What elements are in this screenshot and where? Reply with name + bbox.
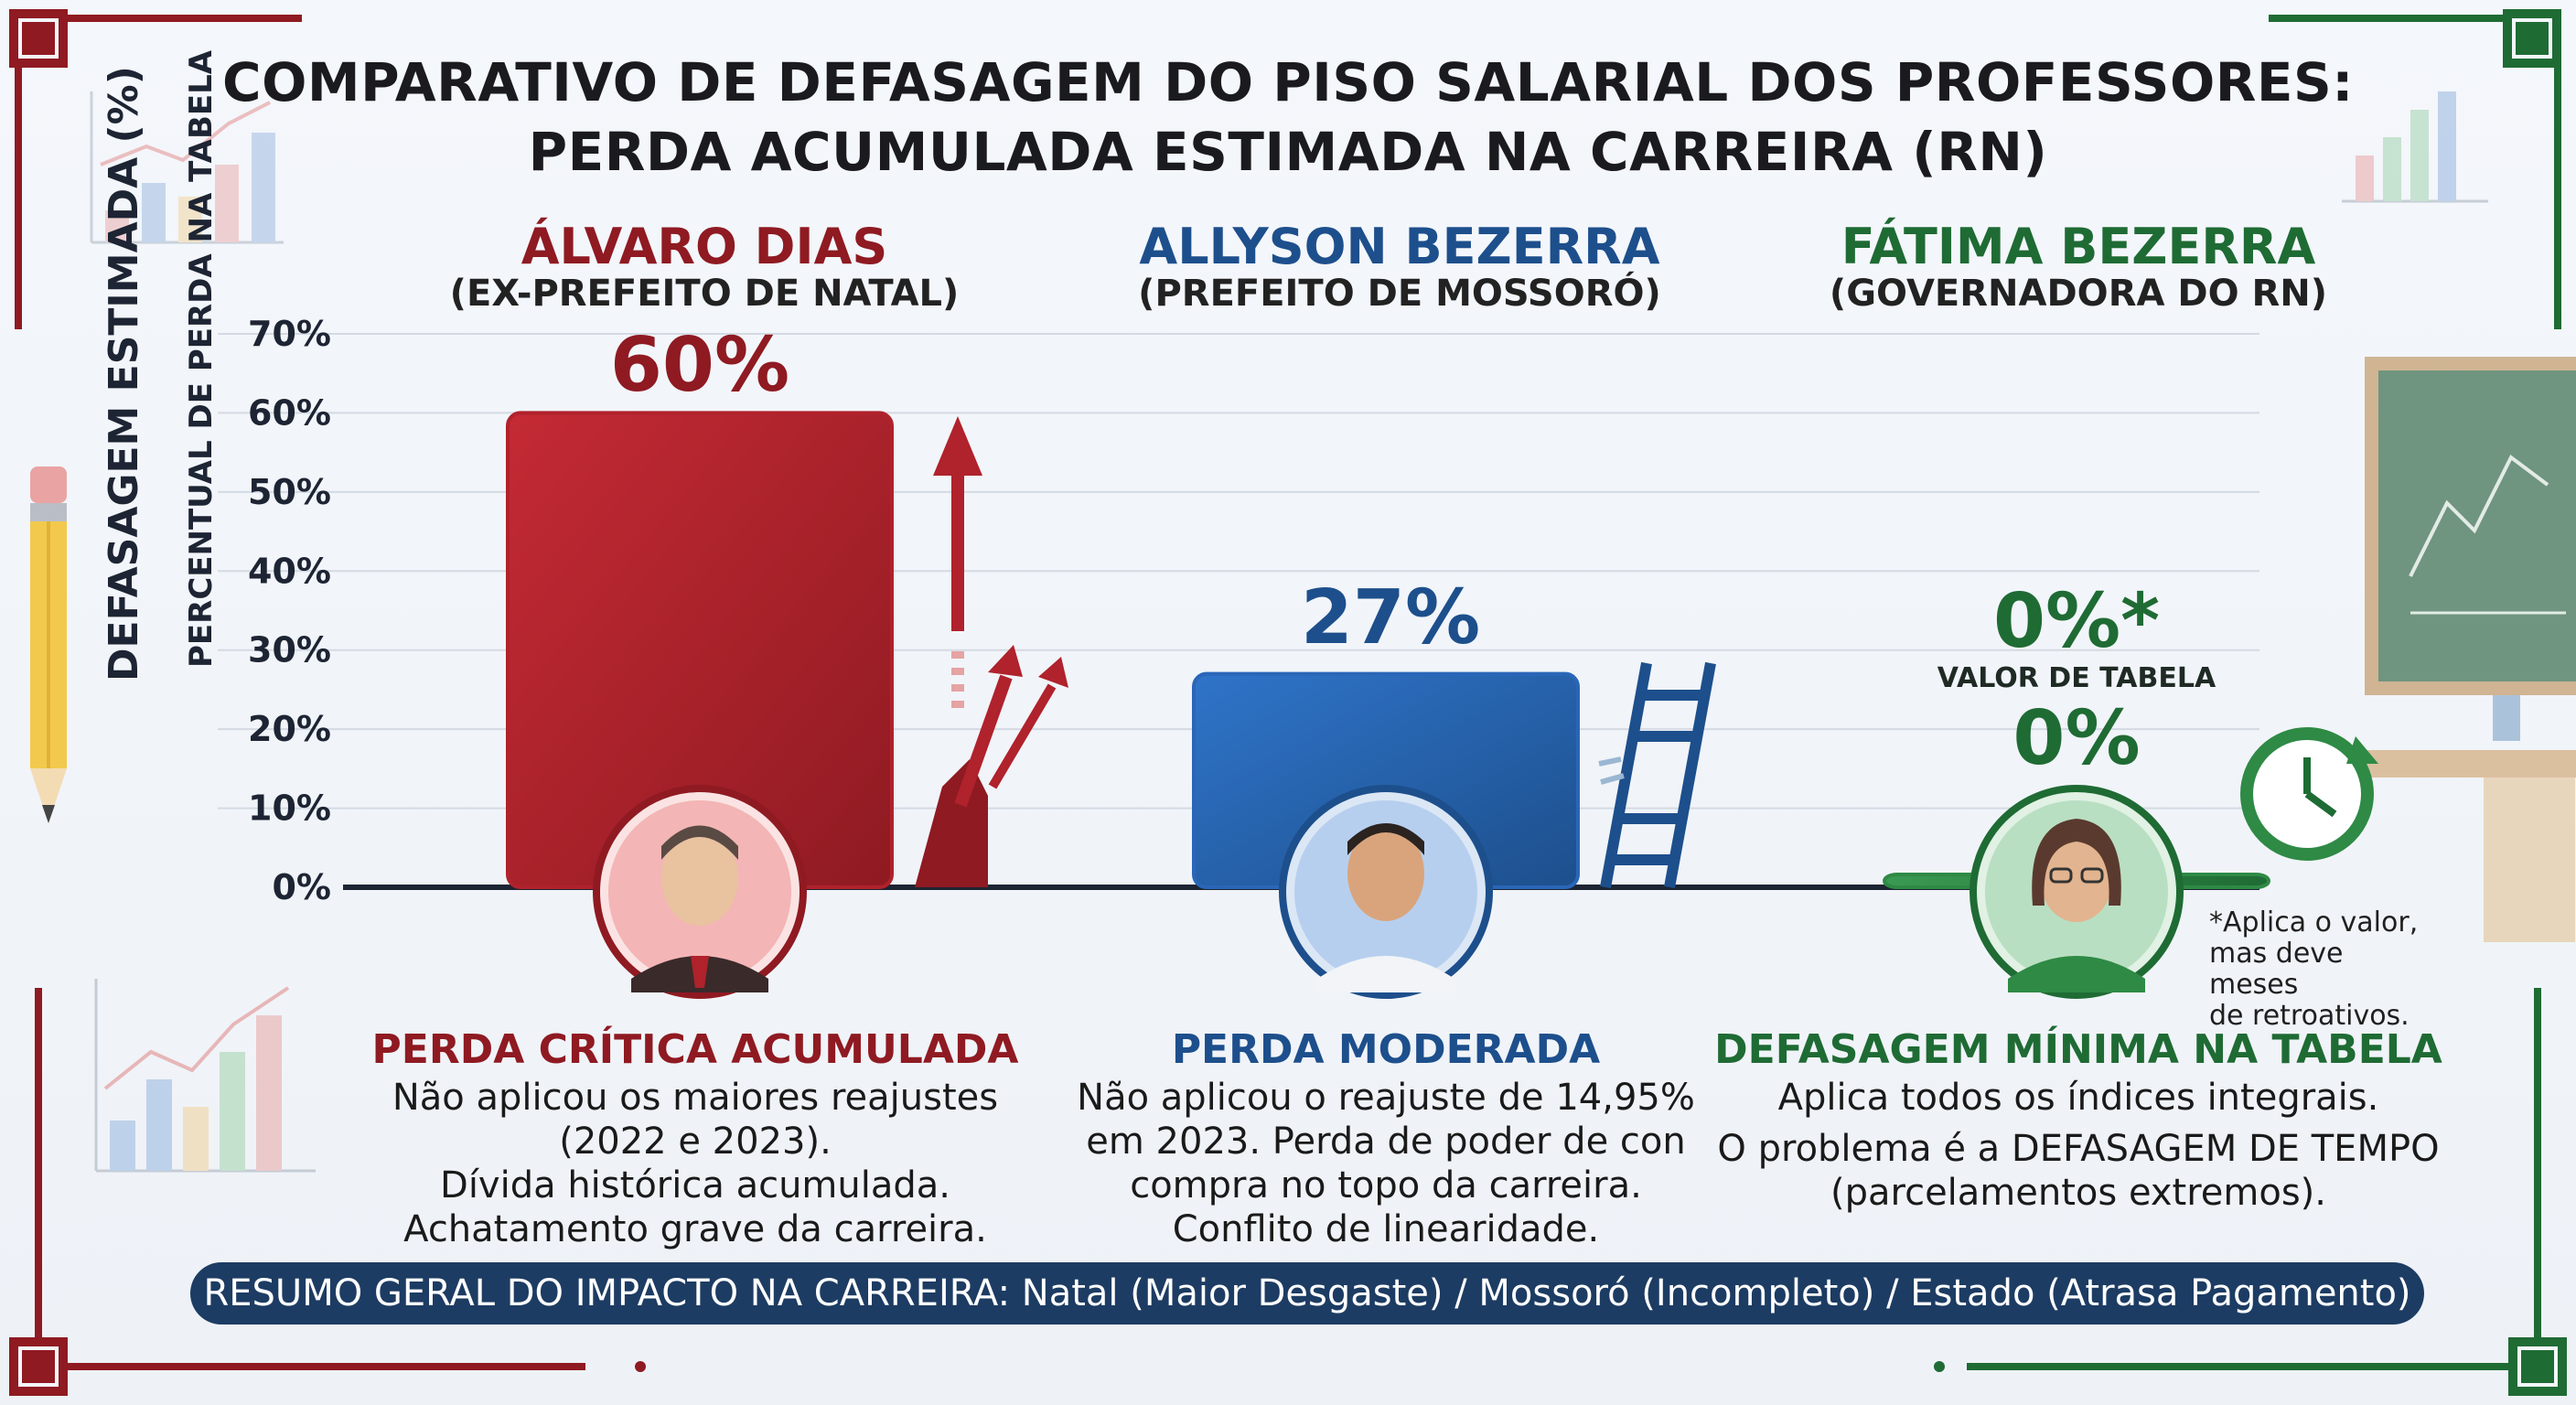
y-tick-label: 40%: [248, 551, 331, 591]
y-tick-label: 50%: [248, 472, 331, 512]
footnote-line1: *Aplica o valor,: [2209, 906, 2419, 938]
data-label-fatima: 0%*: [1992, 578, 2161, 665]
y-tick-label: 70%: [248, 314, 331, 354]
panel-heading-allyson: PERDA MODERADA: [1171, 1026, 1601, 1073]
candidate-role-fatima: (GOVERNADORA DO RN): [1829, 273, 2328, 315]
chart-title: COMPARATIVO DE DEFASAGEM DO PISO SALARIA…: [0, 48, 2576, 187]
y-tick-label: 10%: [248, 788, 331, 829]
data-label-alvaro: 60%: [609, 322, 790, 409]
candidate-name-allyson: ALLYSON BEZERRA: [1139, 218, 1660, 275]
panel-line: O problema é a DEFASAGEM DE TEMPO: [1717, 1128, 2440, 1170]
rising-arrows-icon: [915, 416, 1068, 887]
table-value: 0%: [2012, 695, 2141, 782]
y-tick-label: 60%: [248, 392, 331, 433]
avatar-allyson: [1279, 785, 1493, 999]
footnote-line2: mas deve meses: [2209, 938, 2344, 1001]
panel-line: (2022 e 2023).: [559, 1121, 832, 1163]
y-tick-label: 30%: [248, 630, 331, 670]
candidate-name-alvaro: ÁLVARO DIAS: [521, 218, 888, 275]
avatar-fatima: [1970, 785, 2184, 999]
decorative-mini-chart-bottomleft: [94, 979, 316, 1173]
panel-text-allyson: Não aplicou o reajuste de 14,95% em 2023…: [1020, 1076, 1752, 1251]
panel-line: em 2023. Perda de poder de con: [1086, 1121, 1686, 1163]
panel-line: compra no topo da carreira.: [1130, 1164, 1642, 1207]
panel-line: (parcelamentos extremos).: [1830, 1172, 2326, 1214]
y-tick-label: 20%: [248, 709, 331, 749]
decorative-mini-chart-topleft: [90, 91, 284, 244]
panel-line: Aplica todos os índices integrais.: [1777, 1077, 2379, 1119]
candidate-role-allyson: (PREFEITO DE MOSSORÓ): [1138, 273, 1661, 315]
chalkboard-icon: [2356, 357, 2576, 942]
panel-line: Dívida histórica acumulada.: [440, 1164, 950, 1207]
pencil-icon: [30, 467, 67, 823]
panel-heading-alvaro: PERDA CRÍTICA ACUMULADA: [371, 1026, 1019, 1073]
clock-icon: [2240, 727, 2378, 861]
candidate-name-fatima: FÁTIMA BEZERRA: [1841, 218, 2316, 275]
y-tick-label: 0%: [272, 867, 331, 907]
panel-text-alvaro: Não aplicou os maiores reajustes (2022 e…: [329, 1076, 1061, 1251]
avatar-alvaro: [593, 785, 807, 999]
panel-text-fatima: Aplica todos os índices integrais. O pro…: [1712, 1076, 2444, 1215]
chart-title-line2: PERDA ACUMULADA ESTIMADA NA CARREIRA (RN…: [528, 121, 2048, 183]
broken-ladder-icon: [1598, 661, 1716, 889]
panel-line: Não aplicou o reajuste de 14,95%: [1077, 1077, 1695, 1119]
chart-title-line1: COMPARATIVO DE DEFASAGEM DO PISO SALARIA…: [222, 51, 2354, 113]
decorative-mini-chart-topright: [2342, 91, 2488, 203]
summary-banner: RESUMO GERAL DO IMPACTO NA CARREIRA: Nat…: [190, 1262, 2424, 1325]
panel-line: Achatamento grave da carreira.: [403, 1208, 987, 1250]
footnote-line3: de retroativos.: [2209, 1000, 2410, 1032]
footnote: *Aplica o valor, mas deve meses de retro…: [2209, 907, 2429, 1032]
data-label-allyson: 27%: [1300, 574, 1481, 661]
table-value-label: VALOR DE TABELA: [1937, 662, 2216, 694]
candidate-role-alvaro: (EX-PREFEITO DE NATAL): [449, 273, 960, 315]
panel-line: Não aplicou os maiores reajustes: [392, 1077, 999, 1119]
panel-line: Conflito de linearidade.: [1172, 1208, 1600, 1250]
panel-heading-fatima: DEFASAGEM MÍNIMA NA TABELA: [1714, 1026, 2442, 1073]
